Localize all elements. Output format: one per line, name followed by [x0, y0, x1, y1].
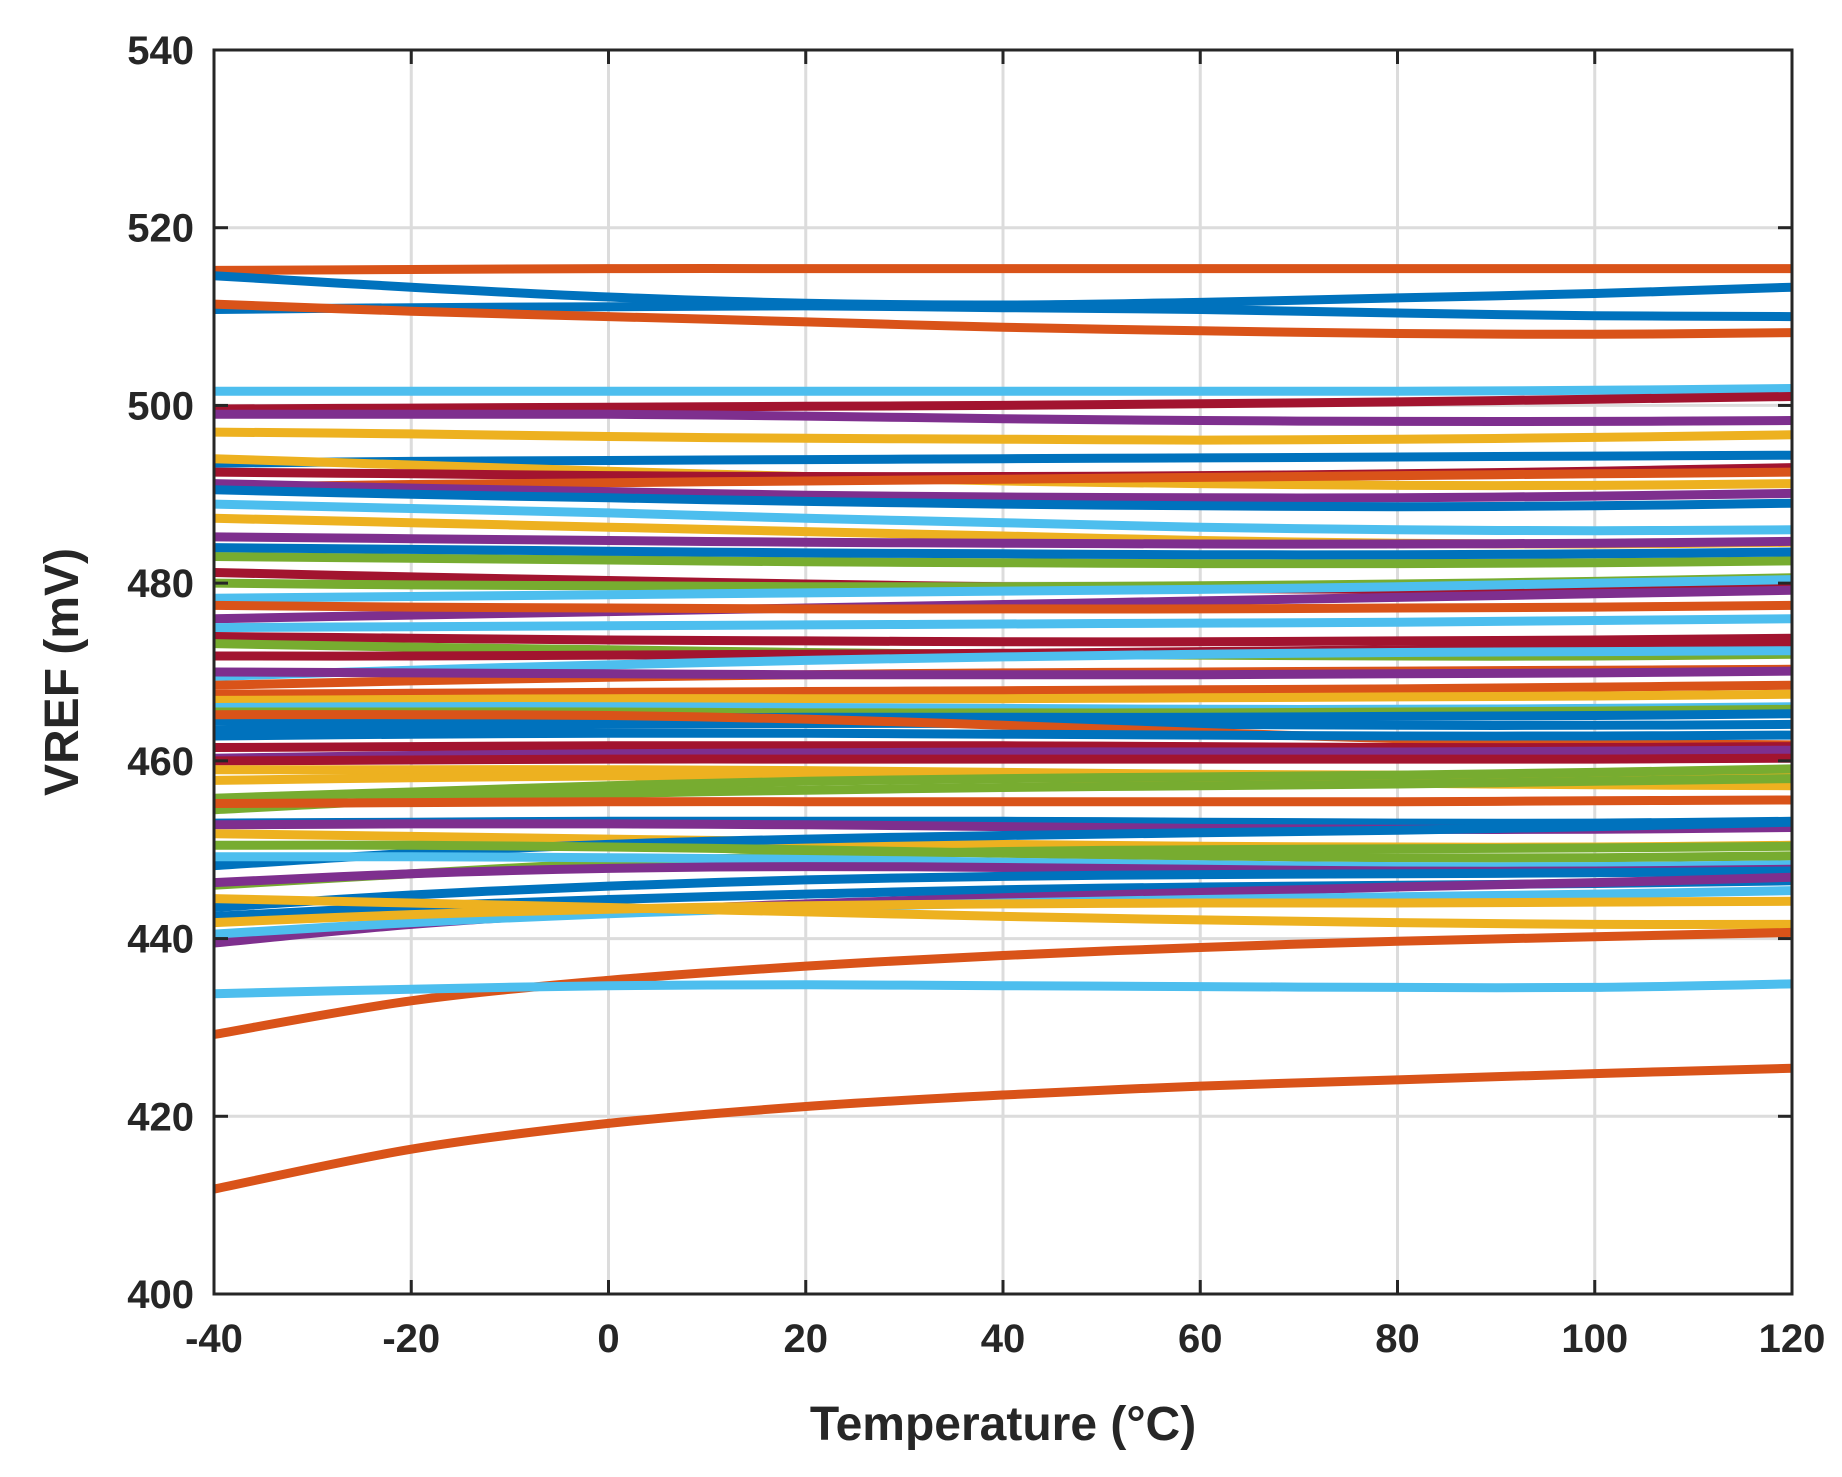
y-tick-label: 460	[127, 740, 194, 784]
y-tick-labels: 400 420 440 460 480 500 520 540	[127, 29, 194, 1317]
series-line-unit-26	[213, 632, 1793, 647]
axis-ticks	[212, 48, 1794, 1296]
x-tick-label: 80	[1375, 1317, 1420, 1361]
x-tick-label: 120	[1759, 1317, 1826, 1361]
series-line-unit-04	[213, 299, 1793, 339]
series-line-unit-12	[213, 467, 1793, 492]
series-line-unit-42	[213, 753, 1793, 766]
series-line-unit-64	[213, 1063, 1793, 1194]
series-line-unit-25	[213, 614, 1793, 633]
data-series	[213, 264, 1793, 1194]
y-tick-label: 480	[127, 562, 194, 606]
x-tick-label: 40	[981, 1317, 1026, 1361]
series-line-unit-03	[213, 301, 1793, 322]
series-line-unit-63	[213, 979, 1793, 999]
y-tick-label: 500	[127, 384, 194, 428]
series-line-unit-31	[213, 666, 1793, 680]
x-tick-labels: -40 -20 0 20 40 60 80 100 120	[185, 1317, 1825, 1361]
series-line-unit-53	[213, 840, 1793, 863]
series-line-unit-33	[213, 689, 1793, 705]
series-line-unit-08	[213, 427, 1793, 445]
series-line-unit-41	[213, 745, 1793, 763]
series-line-unit-13	[213, 479, 1793, 503]
y-tick-label: 540	[127, 29, 194, 73]
series-line-unit-05	[214, 384, 1793, 396]
series-line-unit-38	[213, 710, 1793, 750]
series-line-unit-56	[213, 866, 1793, 912]
series-line-unit-60	[213, 896, 1793, 928]
x-tick-label: 60	[1178, 1317, 1223, 1361]
x-tick-label: -20	[382, 1317, 440, 1361]
series-line-unit-07	[214, 409, 1793, 427]
series-line-unit-46	[213, 774, 1793, 815]
y-tick-label: 440	[127, 918, 194, 962]
series-line-unit-15	[213, 499, 1793, 536]
x-axis-label: Temperature (°C)	[810, 1398, 1196, 1451]
series-line-unit-62	[213, 927, 1793, 1039]
y-axis-label: VREF (mV)	[36, 548, 89, 796]
series-line-unit-06	[213, 392, 1793, 414]
x-tick-label: 100	[1561, 1317, 1628, 1361]
series-line-unit-19	[213, 543, 1793, 560]
series-line-unit-29	[213, 646, 1793, 681]
x-tick-label: 0	[597, 1317, 619, 1361]
series-line-unit-61	[213, 894, 1793, 930]
series-line-unit-47	[213, 795, 1793, 808]
series-line-unit-17	[213, 532, 1793, 549]
series-line-unit-24	[213, 600, 1793, 614]
y-tick-label: 400	[127, 1273, 194, 1317]
series-line-unit-14	[213, 485, 1793, 512]
y-tick-label: 420	[127, 1095, 194, 1139]
series-line-unit-39	[213, 728, 1793, 741]
series-line-unit-01	[213, 264, 1792, 275]
x-tick-label: -40	[185, 1317, 243, 1361]
series-line-unit-09	[213, 450, 1793, 468]
y-tick-label: 520	[127, 207, 194, 251]
series-line-unit-45	[213, 764, 1793, 803]
x-tick-label: 20	[784, 1317, 829, 1361]
series-line-unit-22	[213, 575, 1793, 603]
series-line-unit-18	[213, 552, 1793, 569]
series-line-unit-32	[213, 680, 1793, 699]
